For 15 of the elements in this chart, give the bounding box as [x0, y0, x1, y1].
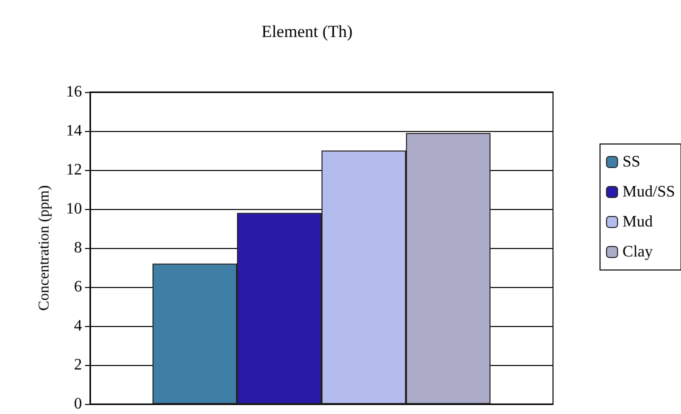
y-tick-label: 6 — [74, 278, 82, 296]
legend-label: Mud/SS — [622, 184, 675, 200]
y-tick-label: 16 — [66, 84, 82, 100]
y-tick-label: 14 — [66, 122, 82, 140]
legend-label: Mud — [622, 214, 653, 230]
legend-label: Clay — [622, 244, 653, 260]
y-tick-label: 4 — [74, 318, 82, 334]
y-tick-label: 10 — [66, 200, 82, 218]
y-tick-label: 2 — [74, 356, 82, 374]
y-tick-label: 0 — [74, 396, 82, 412]
legend-label: SS — [622, 154, 640, 170]
chart-title: Element (Th) — [261, 22, 353, 41]
y-axis-title: Concentration (ppm) — [36, 185, 52, 311]
y-tick-label: 8 — [74, 240, 82, 256]
y-tick-label: 12 — [66, 162, 82, 178]
